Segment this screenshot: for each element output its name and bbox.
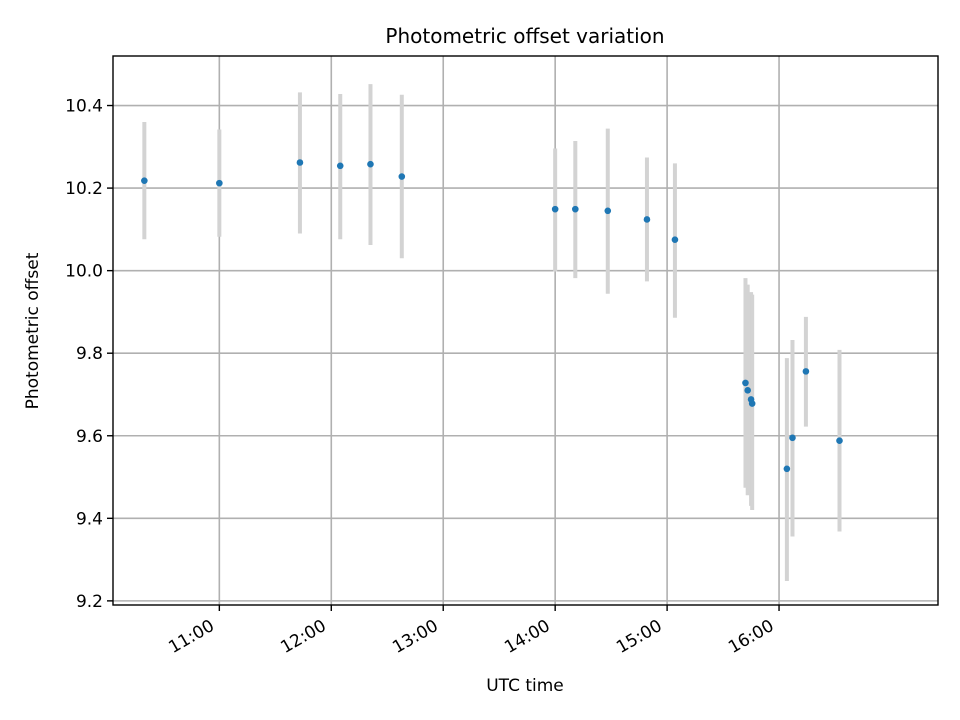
data-point (336, 162, 344, 170)
y-axis-label: Photometric offset (23, 252, 43, 409)
y-tick-label: 9.6 (76, 427, 103, 447)
y-tick-label: 9.4 (76, 509, 103, 529)
plot-frame (112, 55, 939, 606)
data-point (398, 173, 406, 180)
y-tick-label: 10.2 (65, 179, 103, 199)
data-point (783, 465, 791, 473)
data-point (216, 179, 223, 187)
data-point (671, 236, 679, 243)
chart-title: Photometric offset variation (385, 24, 664, 48)
data-point (572, 205, 579, 213)
x-axis-label: UTC time (486, 676, 564, 696)
y-tick-label: 10.4 (65, 97, 103, 117)
data-point (742, 379, 749, 387)
data-point (802, 368, 810, 375)
y-tick-label: 9.8 (76, 344, 103, 364)
data-points (141, 159, 843, 473)
data-point (836, 437, 843, 445)
y-axis: 9.2 9.4 9.6 9.8 10.0 10.2 10.4 (65, 97, 113, 612)
data-point (789, 434, 796, 442)
y-tick-label: 9.2 (76, 592, 103, 612)
y-tick-label: 10.0 (65, 262, 103, 282)
data-point (141, 177, 148, 184)
data-point (744, 387, 752, 394)
grid (113, 56, 938, 605)
data-point (551, 205, 559, 213)
data-point (643, 216, 651, 223)
data-point (604, 207, 612, 215)
data-point (296, 159, 304, 166)
data-point (367, 160, 374, 168)
data-point (748, 400, 756, 407)
